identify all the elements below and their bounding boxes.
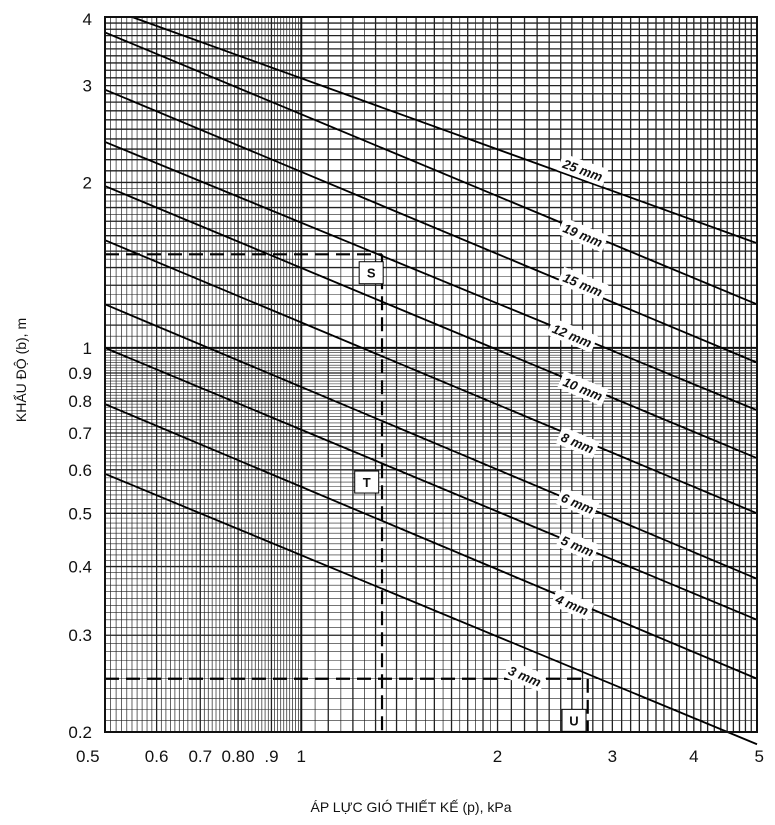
annotation-box [358,261,384,285]
series-line [104,88,758,364]
y-tick-label: 0.4 [68,558,92,577]
series-line [104,303,758,580]
series-label-bg [546,317,598,353]
series-label-bg [557,153,609,187]
series-label-bg [557,266,609,302]
series-label-bg [555,529,600,562]
x-tick-label: 0.5 [76,747,100,766]
series-line [131,16,758,245]
series-label-bg [557,371,609,407]
series-label-bg [555,426,600,459]
annotation-label: S [367,266,376,281]
y-axis-title: KHẨU ĐỘ (b), m [12,318,29,422]
x-tick-label: 0.7 [188,747,212,766]
series-line [104,403,758,680]
y-tick-label: 1 [83,339,92,358]
y-tick-label: 2 [83,173,92,192]
series-label-group: 5 mm [555,529,600,562]
series-line [104,472,758,746]
y-tick-label: 0.5 [68,504,92,523]
annotation-label: U [569,713,578,728]
plot-frame [104,16,758,733]
y-tick-label: 4 [83,10,92,29]
series-label-bg [502,659,547,692]
annotation-box [354,470,380,494]
x-tick-label: 3 [608,747,617,766]
series-label-bg [550,588,595,621]
annotation-label: T [363,475,371,490]
x-axis-title: ÁP LỰC GIÓ THIẾT KẾ (p), kPa [310,799,511,815]
y-tick-label: 0.2 [68,723,92,742]
x-tick-label: 0.6 [145,747,169,766]
y-tick-label: 3 [83,77,92,96]
x-tick-label: 2 [493,747,502,766]
guide-lines [105,253,589,732]
series-label-bg [557,217,609,253]
annotation-box [561,708,587,732]
y-tick-label: 0.8 [68,392,92,411]
x-tick-label: 5 [755,747,764,766]
series-line [104,141,758,412]
y-tick-label: 0.3 [68,626,92,645]
x-tick-labels: 0.5 0.6 0.7 0.80 .9 1 2 3 4 5 [76,747,764,766]
y-tick-label: 0.6 [68,461,92,480]
x-tick-label: 1 [297,747,306,766]
y-tick-label: 0.9 [68,364,92,383]
series-line [104,31,758,306]
x-tick-label: .9 [264,747,278,766]
x-tick-label: 4 [689,747,698,766]
series-line [104,185,758,459]
x-tick-label: 0.80 [222,747,255,766]
y-tick-labels: 0.2 0.3 0.4 0.5 0.6 0.7 0.8 0.9 1 2 3 4 [68,10,92,742]
series-line [104,239,758,515]
series-line [104,347,758,621]
series-label-bg [555,486,600,520]
annotations: S T U [354,261,587,732]
y-tick-label: 0.7 [68,424,92,443]
